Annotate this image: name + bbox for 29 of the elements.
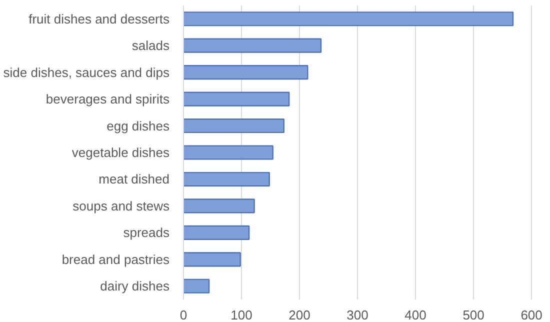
y-tick-label: vegetable dishes: [72, 145, 170, 160]
bar: [184, 145, 274, 160]
bar: [184, 225, 250, 240]
y-tick-label: dairy dishes: [100, 278, 170, 294]
bar: [184, 65, 308, 80]
x-tick-label: 600: [520, 308, 542, 322]
x-tick-label: 500: [462, 308, 484, 322]
y-tick-label: salads: [132, 38, 170, 54]
bar: [184, 92, 290, 106]
x-tick-label: 400: [404, 308, 426, 322]
y-tick-label: bread and pastries: [62, 252, 170, 267]
x-tick-label: 200: [288, 308, 310, 322]
bar: [184, 278, 210, 294]
y-tick-label: fruit dishes and desserts: [28, 11, 170, 26]
y-tick-label: egg dishes: [106, 118, 170, 134]
y-tick-label: meat dished: [98, 172, 170, 187]
x-tick-label: 100: [230, 308, 252, 322]
bar: [184, 252, 241, 267]
y-tick-label: beverages and spirits: [46, 92, 170, 107]
bar: [184, 12, 514, 26]
bar: [184, 38, 322, 53]
y-tick-label: spreads: [123, 225, 170, 240]
y-tick-label: soups and stews: [72, 198, 170, 214]
bar: [184, 172, 270, 187]
y-tick-label: side dishes, sauces and dips: [3, 64, 170, 80]
bar: [184, 118, 284, 134]
x-tick-label: 0: [180, 308, 188, 322]
bar: [184, 198, 255, 214]
x-tick-label: 300: [346, 308, 368, 322]
